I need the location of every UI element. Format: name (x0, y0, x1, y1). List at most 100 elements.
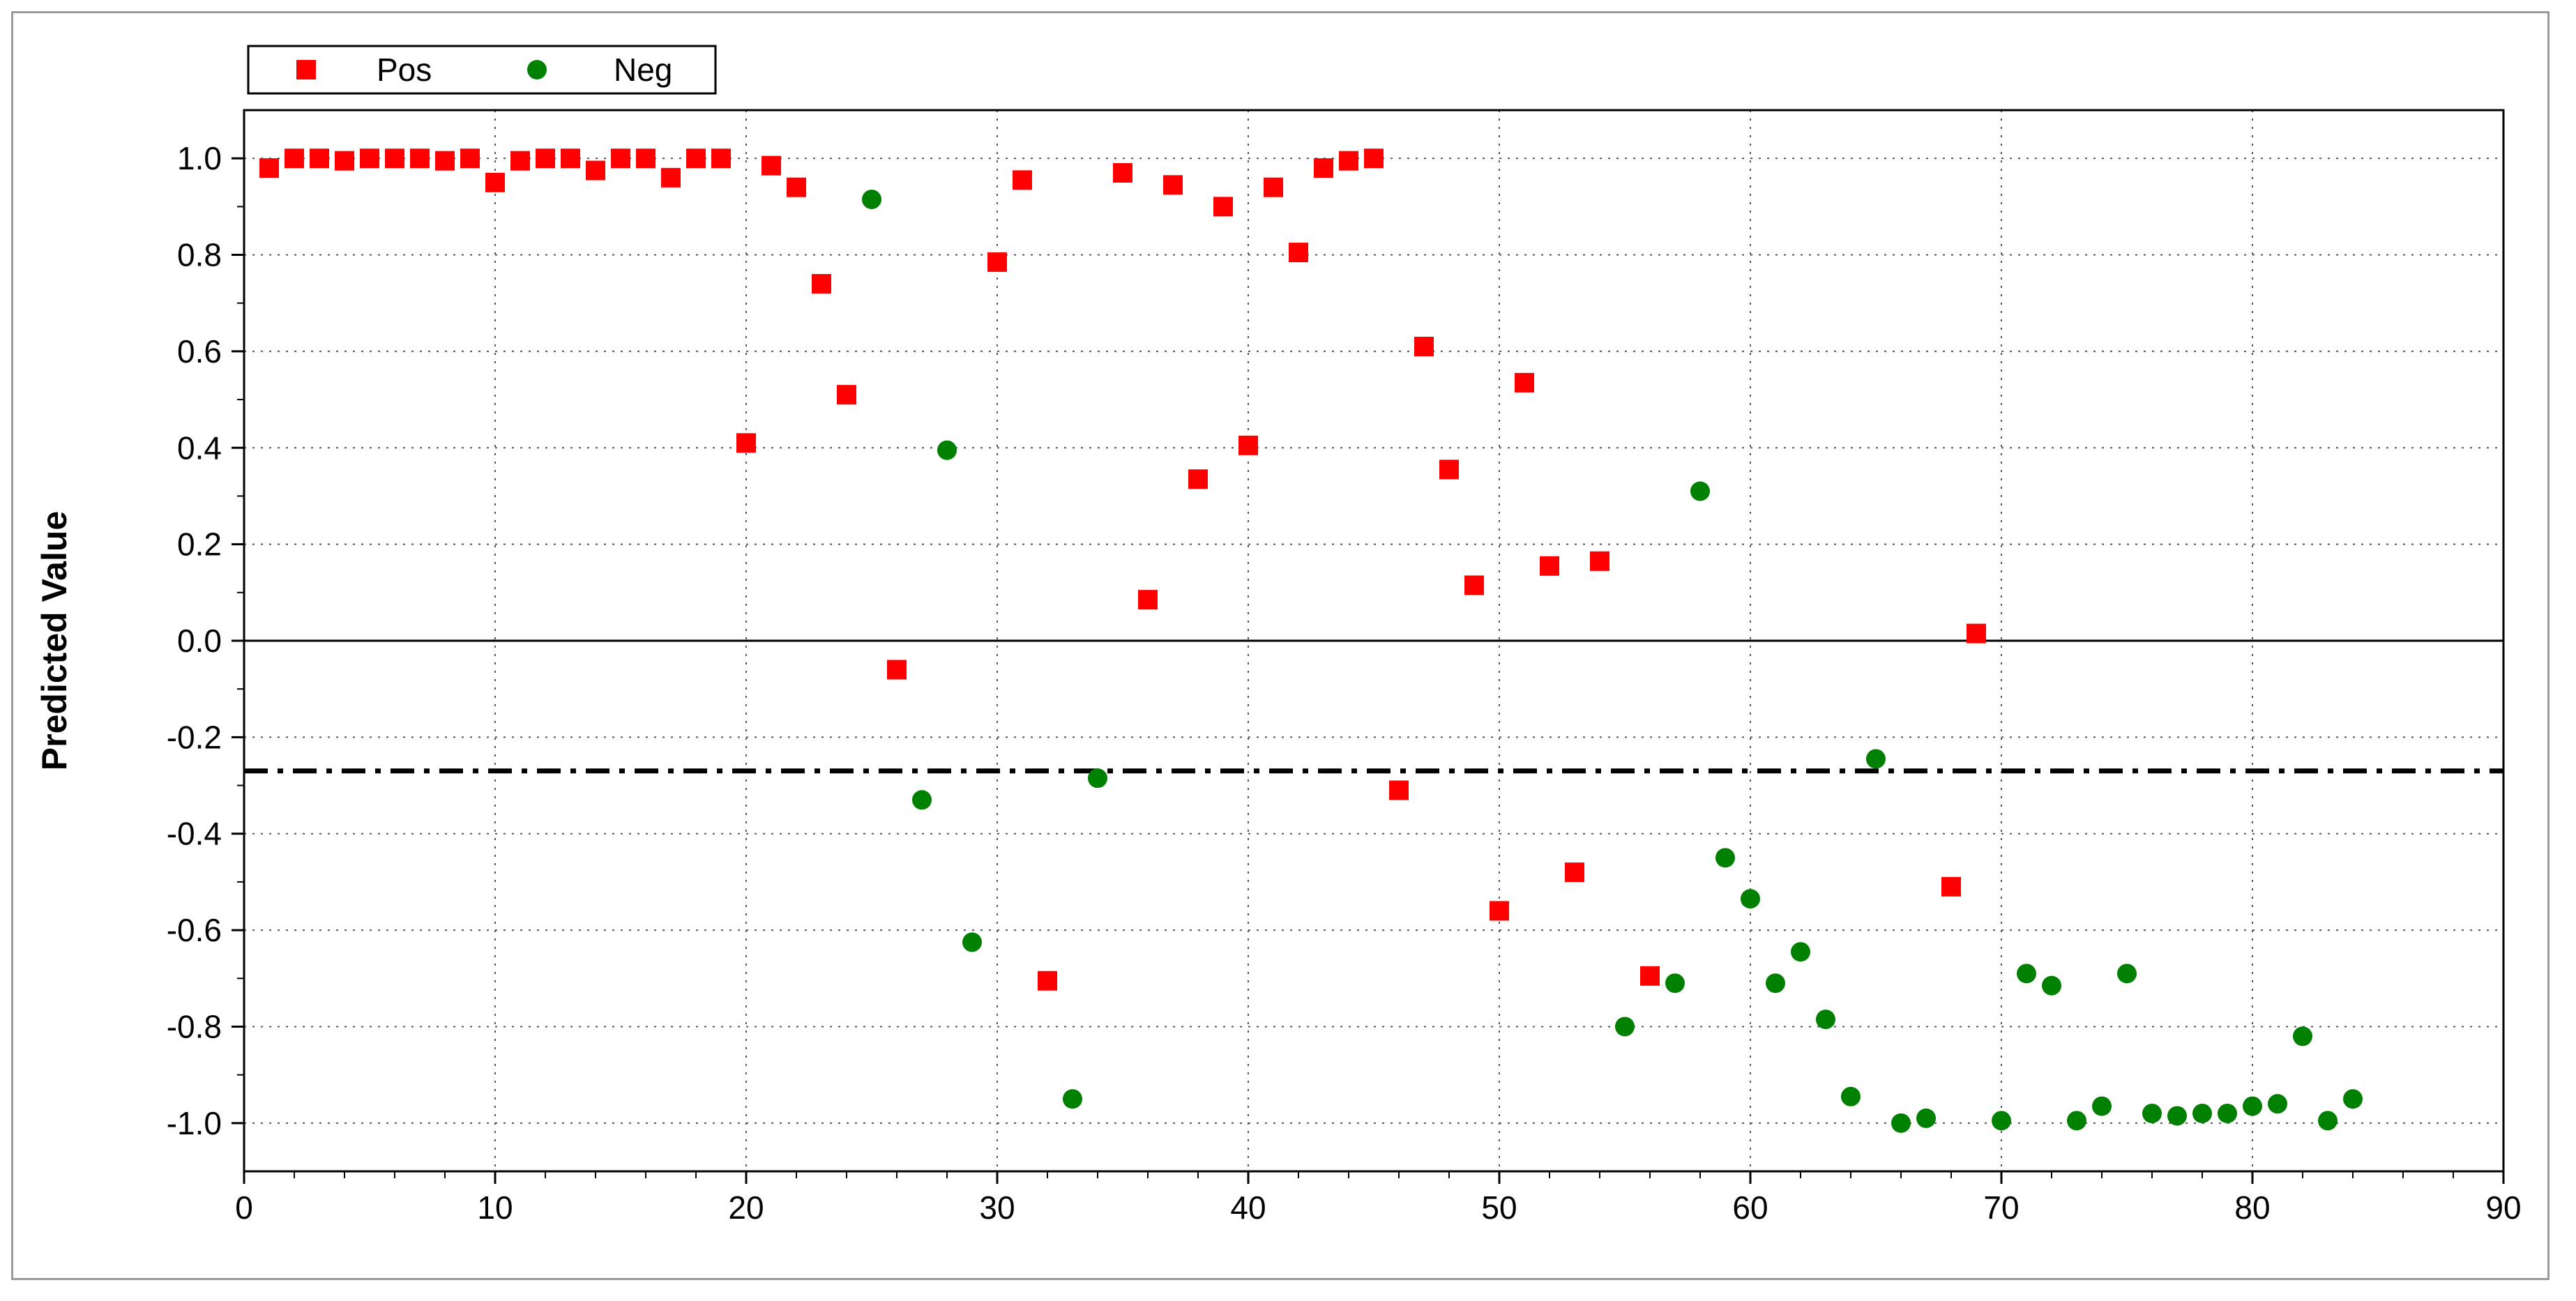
neg-point (1615, 1017, 1635, 1037)
neg-point (1916, 1108, 1936, 1128)
y-axis-title: Predicted Value (35, 511, 74, 770)
pos-point (1188, 469, 1208, 489)
data-points (259, 149, 2363, 1133)
neg-point (1088, 768, 1107, 789)
reference-lines (244, 639, 2503, 774)
neg-point (1791, 942, 1810, 962)
neg-point (2343, 1089, 2363, 1109)
neg-point (2117, 964, 2137, 984)
neg-point (2142, 1103, 2162, 1123)
neg-point (2167, 1106, 2187, 1126)
neg-point (962, 932, 982, 952)
pos-point (335, 151, 354, 171)
neg-point (1665, 973, 1685, 994)
pos-point (787, 177, 806, 197)
neg-point (2092, 1096, 2112, 1116)
legend-neg-label: Neg (614, 52, 672, 88)
y-tick-label: 0.0 (177, 623, 222, 659)
pos-point (510, 151, 530, 171)
pos-point (1138, 590, 1158, 610)
pos-point (736, 433, 756, 453)
x-tick-label: 50 (1481, 1189, 1517, 1226)
x-tick-label: 40 (1230, 1189, 1266, 1226)
pos-point (711, 149, 731, 169)
legend: Pos Neg (247, 45, 717, 95)
legend-pos-label: Pos (377, 52, 432, 88)
neg-point (912, 790, 932, 810)
neg-point (2192, 1103, 2212, 1123)
neg-point (1690, 481, 1710, 501)
pos-point (561, 149, 580, 169)
neg-point (1741, 889, 1760, 909)
x-tick-label: 90 (2485, 1189, 2521, 1226)
pos-point (1490, 901, 1509, 921)
y-tick-label: -1.0 (167, 1105, 222, 1141)
neg-point (1063, 1089, 1082, 1109)
y-tick-label: 1.0 (177, 140, 222, 176)
pos-point (837, 385, 856, 405)
grid-lines (244, 110, 2503, 1171)
neg-point (1715, 848, 1735, 868)
y-tick-label: 0.6 (177, 333, 222, 370)
y-tick-label: -0.8 (167, 1008, 222, 1044)
x-tick-label: 0 (235, 1189, 253, 1226)
pos-point (385, 149, 404, 169)
pos-point (1013, 170, 1032, 190)
pos-point (435, 151, 455, 171)
legend-neg-marker (527, 60, 547, 79)
pos-point (987, 252, 1007, 272)
neg-point (1816, 1010, 1835, 1030)
y-tick-label: 0.2 (177, 526, 222, 563)
x-tick-label: 20 (728, 1189, 764, 1226)
neg-point (862, 189, 881, 209)
neg-point (1766, 973, 1785, 994)
pos-point (1464, 575, 1484, 595)
neg-point (2293, 1026, 2312, 1047)
pos-point (661, 167, 681, 188)
neg-point (1841, 1086, 1861, 1106)
neg-point (2243, 1096, 2262, 1116)
neg-point (937, 440, 957, 460)
x-tick-labels: 0 10 20 30 40 50 60 70 80 90 (235, 1189, 2521, 1226)
chart-frame (11, 11, 2550, 1280)
pos-point (1439, 459, 1459, 480)
pos-point (611, 149, 630, 169)
pos-point (586, 160, 605, 181)
pos-point (887, 660, 907, 680)
pos-point (1540, 556, 1559, 576)
pos-point (310, 149, 329, 169)
pos-point (1238, 435, 1258, 455)
pos-point (1414, 336, 1434, 356)
pos-point (1339, 151, 1358, 171)
neg-point (2218, 1103, 2237, 1123)
pos-point (536, 149, 555, 169)
neg-point (1992, 1111, 2011, 1131)
pos-point (1640, 966, 1660, 986)
pos-point (1289, 243, 1308, 263)
x-tick-label: 30 (979, 1189, 1015, 1226)
y-tick-label: -0.6 (167, 912, 222, 948)
pos-point (1163, 175, 1183, 195)
pos-point (1967, 623, 1986, 644)
pos-point (636, 149, 656, 169)
legend-box (247, 45, 717, 95)
x-tick-label: 80 (2234, 1189, 2270, 1226)
pos-point (1941, 876, 1961, 897)
pos-point (460, 149, 480, 169)
neg-point (2318, 1111, 2338, 1131)
pos-point (1264, 177, 1283, 197)
y-tick-label: -0.4 (167, 816, 222, 852)
pos-point (1515, 372, 1534, 393)
legend-pos-marker (296, 60, 316, 79)
neg-point (2042, 975, 2061, 996)
pos-point (1389, 780, 1409, 800)
pos-point (812, 274, 831, 294)
neg-point (2067, 1111, 2086, 1131)
neg-point (1891, 1113, 1911, 1133)
y-tick-label: -0.2 (167, 719, 222, 755)
pos-point (1364, 149, 1384, 169)
neg-point (1866, 749, 1886, 769)
neg-point (2017, 964, 2036, 984)
x-tick-label: 10 (477, 1189, 513, 1226)
